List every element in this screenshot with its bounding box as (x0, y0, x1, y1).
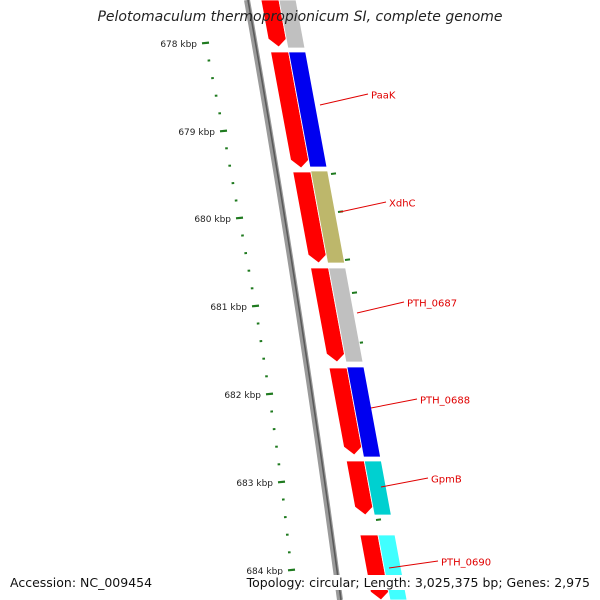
gene-label: PTH_0687 (407, 299, 457, 310)
red-gene-arrow (270, 51, 310, 169)
colored-gene-arrow (288, 51, 328, 168)
ruler-major-tick (287, 568, 296, 572)
gene-leader-line (380, 477, 429, 488)
gene-label: PTH_0688 (420, 396, 470, 407)
ruler-major-tick (219, 129, 228, 133)
ruler-tick-label: 680 kbp (194, 215, 231, 225)
red-gene-arrow (260, 0, 287, 48)
ruler-tick-label: 682 kbp (224, 391, 261, 401)
ruler-major-tick (201, 41, 210, 45)
kbp-ruler: 678 kbp 679 kbp 680 kbp 681 kbp 682 kbp 683 k… (160, 40, 389, 577)
ruler-major-tick (235, 216, 244, 220)
backbone-outer-strand (244, 0, 343, 600)
gene-label: GpmB (431, 475, 462, 486)
gene-label: PTH_0690 (441, 558, 491, 569)
strand-tick (375, 518, 382, 521)
gene-leader-line (319, 93, 369, 106)
strand-tick (330, 172, 337, 175)
gene-label-layer: PaaK XdhC PTH_0687 PTH_0688 GpmB PTH_0690 (319, 91, 491, 569)
gene-leader-line (339, 201, 387, 213)
ruler-tick-label: 678 kbp (160, 40, 197, 50)
strand-tick (344, 258, 351, 261)
red-gene-arrow (328, 367, 363, 456)
gene-leader-line (388, 560, 439, 569)
colored-gene-arrow (363, 460, 392, 516)
accession-text: Accession: NC_009454 (8, 575, 155, 590)
ruler-tick-label: 679 kbp (178, 128, 215, 138)
colored-gene-arrow (278, 0, 306, 49)
ruler-tick-label: 684 kbp (246, 567, 283, 577)
ruler-major-tick (265, 392, 274, 396)
gene-leader-line (370, 398, 418, 409)
ruler-tick-label: 683 kbp (236, 479, 273, 489)
map-title: Pelotomaculum thermopropionicum SI, comp… (97, 9, 503, 25)
gene-label: XdhC (389, 199, 416, 210)
colored-gene-arrow (310, 170, 346, 264)
genome-summary-text: Topology: circular; Length: 3,025,375 bp… (244, 575, 592, 590)
ruler-major-tick (251, 304, 260, 308)
red-gene-arrow (292, 171, 327, 264)
ruler-major-tick (277, 480, 286, 484)
gene-label: PaaK (371, 91, 396, 102)
red-gene-arrow (345, 460, 374, 516)
genome-backbone (244, 0, 343, 600)
strand-tick (351, 291, 358, 294)
gene-leader-line (356, 301, 405, 314)
colored-gene-arrow (328, 267, 364, 363)
backbone-inner-edge (247, 0, 342, 600)
colored-gene-arrow (346, 366, 382, 458)
ruler-tick-label: 681 kbp (210, 303, 247, 313)
red-gene-arrow (310, 267, 345, 363)
